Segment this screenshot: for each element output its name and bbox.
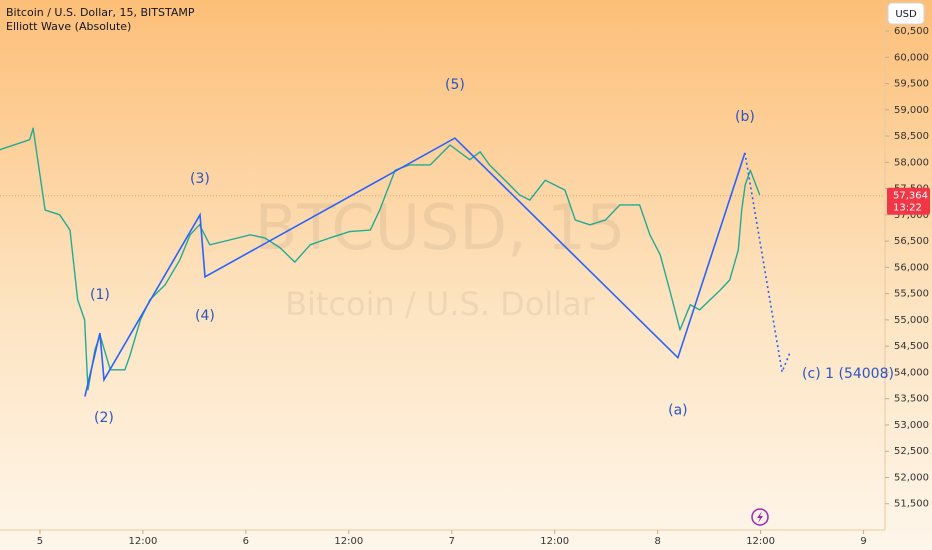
y-tick-label: 55,500 [894,289,929,300]
last-price-countdown: 13:22 [893,203,922,214]
y-tick-label: 52,500 [894,446,929,457]
wave-label: (2) [94,410,114,426]
y-tick-label: 59,000 [894,105,929,116]
y-tick-label: 58,500 [894,131,929,142]
y-tick-label: 54,500 [894,341,929,352]
last-price-label: 57,364 [893,191,928,202]
projection-label: (c) 1 (54008) [802,366,894,382]
events-icon[interactable] [751,508,769,526]
symbol-title: Bitcoin / U.S. Dollar, 15, BITSTAMP [6,6,195,19]
x-tick-label: 8 [654,536,660,547]
axes: 51,500 52,000 52,500 53,000 53,500 54,000 54,5… [37,26,930,547]
y-tick-label: 60,000 [894,52,929,63]
plot: (1) (2) (3) (4) (5) (a) (b) (c) 1 (54008) [0,77,894,426]
indicator-title: Elliott Wave (Absolute) [6,20,131,33]
last-price-box [887,187,930,215]
watermark-name: Bitcoin / U.S. Dollar [285,285,596,323]
wave-label: (5) [445,77,465,93]
watermark-ticker: BTCUSD, 15 [255,191,626,264]
projection-line [744,152,791,375]
wave-label: (4) [195,308,215,324]
y-tick-label: 53,000 [894,420,929,431]
y-tick-label: 57,000 [894,210,929,221]
y-tick-label: 56,500 [894,236,929,247]
x-tick-label: 5 [37,536,43,547]
wave-label: (b) [735,109,755,125]
x-tick-label: 12:00 [746,536,775,547]
x-tick-label: 7 [449,536,455,547]
y-tick-label: 52,000 [894,472,929,483]
y-tick-label: 56,000 [894,262,929,273]
currency-button[interactable] [887,2,925,25]
price-line [0,127,761,391]
y-tick-label: 55,000 [894,315,929,326]
x-tick-label: 12:00 [540,536,569,547]
y-tick-label: 54,000 [894,367,929,378]
wave-label: (1) [90,287,110,303]
events-icon-bolt [757,511,763,523]
y-tick-label: 59,500 [894,79,929,90]
x-tick-label: 6 [243,536,249,547]
y-tick-label: 53,500 [894,394,929,405]
wave-line [84,137,746,397]
x-tick-label: 12:00 [334,536,363,547]
y-tick-label: 58,000 [894,157,929,168]
currency-button-label[interactable]: USD [895,9,917,20]
x-tick-label: 9 [860,536,866,547]
wave-label: (3) [190,171,210,187]
y-tick-label: 60,500 [894,26,929,37]
y-tick-label: 51,500 [894,499,929,510]
x-tick-label: 12:00 [129,536,158,547]
wave-label: (a) [668,403,688,419]
